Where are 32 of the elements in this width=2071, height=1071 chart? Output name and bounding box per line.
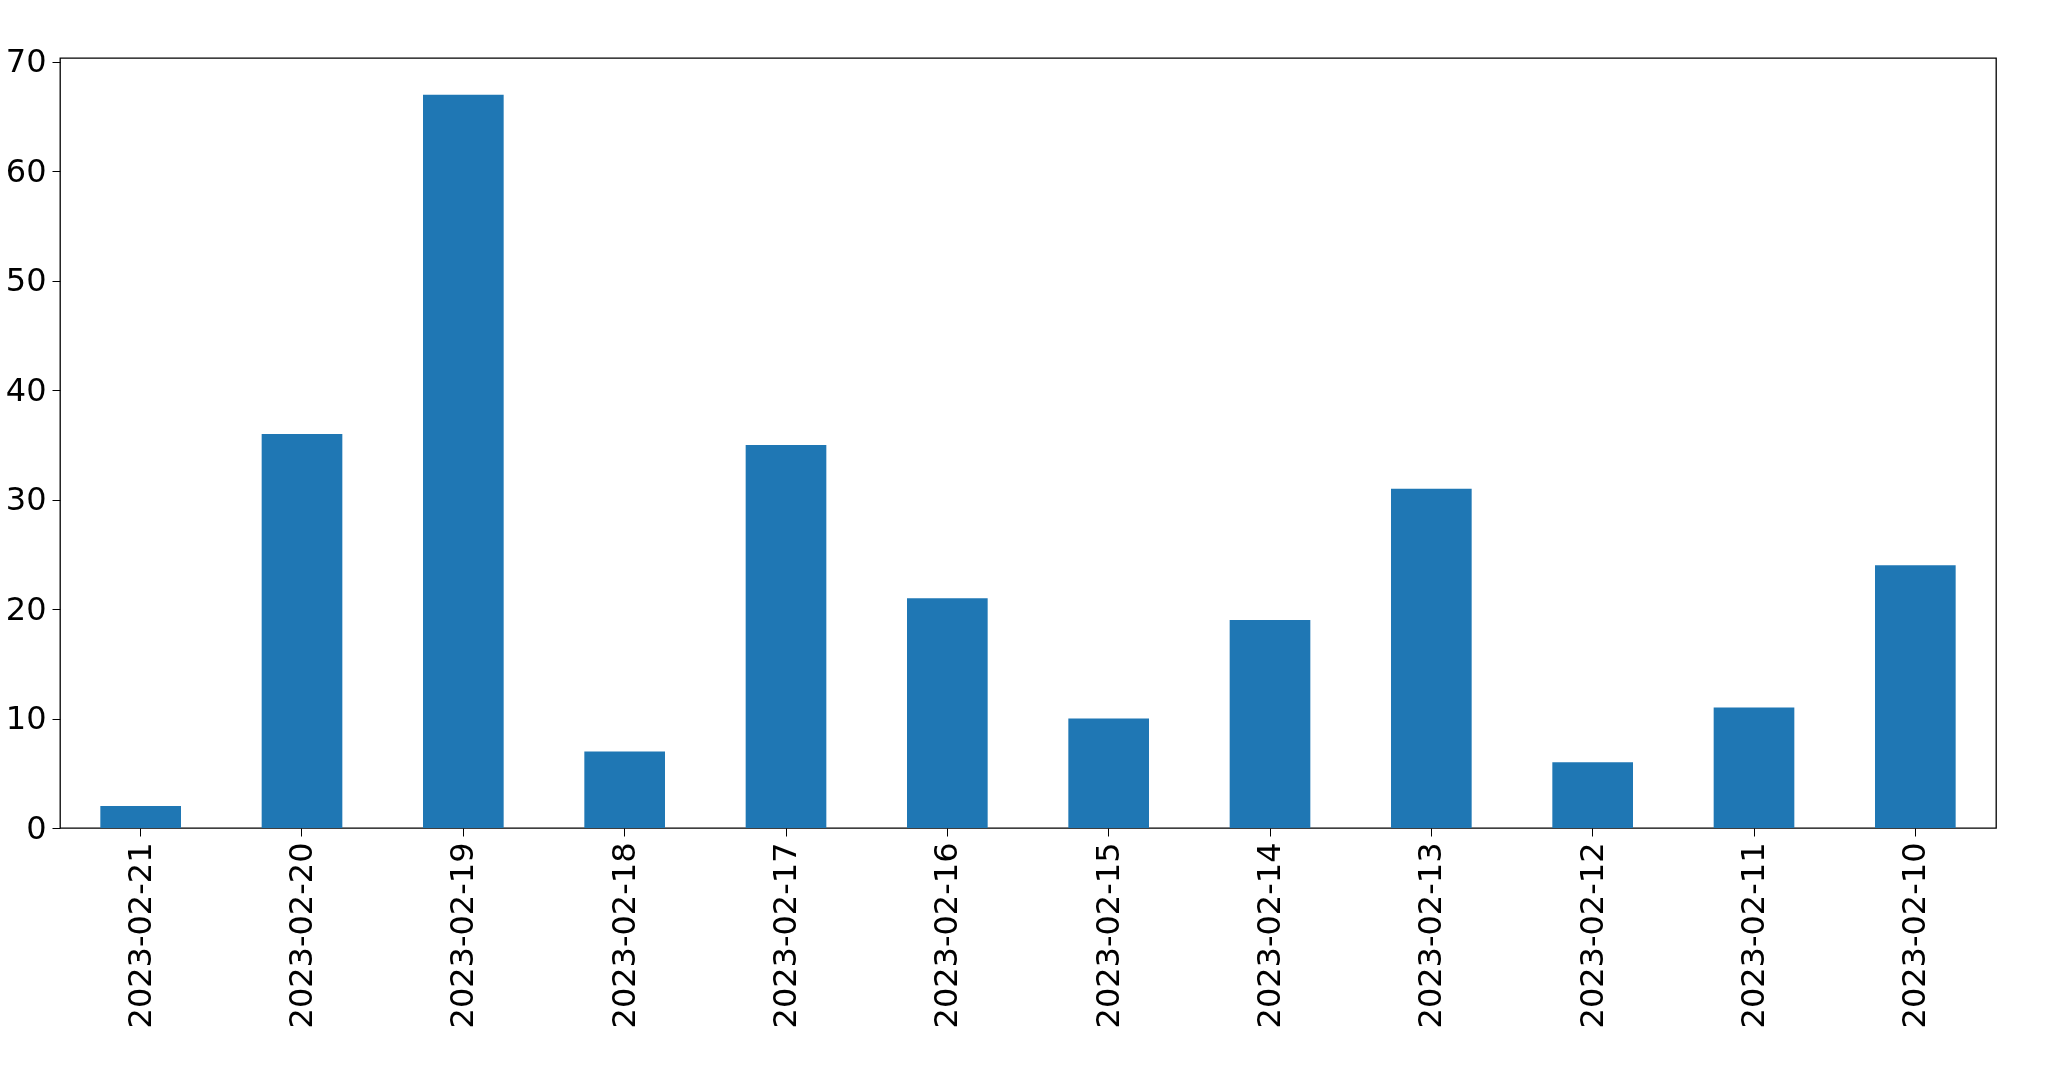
bar [1391,488,1472,828]
x-tick-label: 2023-02-12 [1572,842,1611,1029]
x-tick-label: 2023-02-19 [443,842,482,1029]
bar [1552,762,1633,828]
x-tick-label: 2023-02-13 [1411,842,1450,1029]
y-tick-label: 70 [5,42,47,81]
y-tick-label: 30 [5,480,47,519]
y-tick-label: 10 [5,699,47,738]
y-tick-label: 40 [5,370,47,409]
x-tick-label: 2023-02-20 [282,842,320,1029]
bar [1875,565,1956,828]
bar [1713,707,1795,828]
bar [745,444,827,828]
x-tick-label: 2023-02-21 [120,842,159,1029]
bar [1068,718,1149,828]
bar [261,433,343,828]
x-tick-label: 2023-02-18 [604,842,643,1029]
bar [907,598,988,828]
x-tick-label: 2023-02-14 [1250,842,1288,1029]
y-tick-label: 60 [5,151,47,190]
y-tick-label: 50 [5,261,47,300]
y-tick-label: 20 [5,589,47,628]
bar [423,94,504,828]
x-tick-label: 2023-02-11 [1734,842,1772,1029]
x-tick-label: 2023-02-10 [1895,842,1934,1029]
x-tick-label: 2023-02-15 [1088,842,1127,1029]
bar [584,751,665,828]
bar [1229,620,1311,828]
x-tick-label: 2023-02-17 [766,842,804,1029]
bar [100,806,181,828]
x-tick-label: 2023-02-16 [927,842,966,1029]
y-tick-label: 0 [26,808,47,847]
